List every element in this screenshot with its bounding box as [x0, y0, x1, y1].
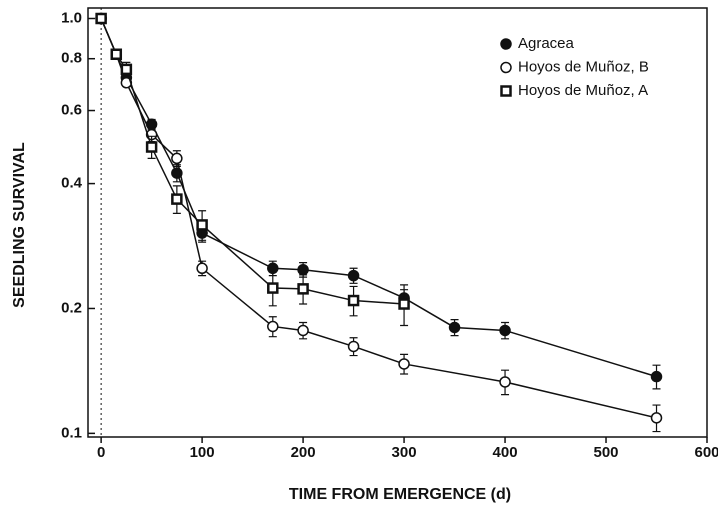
legend-label: Hoyos de Muñoz, A	[518, 82, 648, 99]
marker	[267, 320, 279, 333]
marker	[196, 262, 208, 275]
marker	[196, 219, 208, 231]
marker	[347, 340, 360, 353]
marker	[500, 85, 512, 97]
y-tick-label: 0.2	[61, 299, 82, 316]
marker	[499, 324, 511, 337]
marker	[347, 294, 360, 307]
legend-label: Agracea	[518, 35, 575, 52]
series-line	[100, 18, 657, 419]
marker	[171, 193, 183, 205]
marker	[297, 283, 309, 295]
x-tick-label: 600	[694, 444, 718, 461]
y-tick-label: 0.4	[61, 175, 83, 192]
marker	[297, 324, 309, 337]
x-tick-label: 0	[97, 444, 105, 461]
marker	[120, 63, 133, 76]
y-tick-label: 0.6	[61, 102, 82, 119]
marker	[347, 269, 360, 282]
marker	[499, 376, 511, 388]
marker	[171, 152, 183, 165]
y-axis-label: SEEDLING SURVIVAL	[11, 142, 28, 308]
marker	[267, 282, 279, 294]
x-tick-label: 100	[190, 444, 215, 461]
legend-label: Hoyos de Muñoz, B	[518, 58, 649, 75]
marker	[110, 48, 123, 61]
x-tick-label: 200	[291, 444, 316, 461]
x-tick-label: 500	[594, 444, 619, 461]
marker	[650, 370, 663, 383]
x-tick-label: 300	[392, 444, 417, 461]
y-tick-label: 1.0	[61, 9, 82, 26]
marker	[500, 38, 512, 50]
plot-frame	[87, 7, 708, 438]
series-line	[100, 18, 405, 305]
marker	[448, 321, 461, 334]
marker	[650, 412, 663, 424]
marker	[297, 263, 309, 276]
x-axis-label: TIME FROM EMERGENCE (d)	[289, 486, 511, 503]
y-tick-label: 0.1	[61, 424, 82, 441]
marker	[500, 61, 512, 74]
marker	[398, 298, 410, 310]
y-tick-label: 0.8	[61, 50, 82, 67]
marker	[398, 358, 410, 370]
marker	[95, 12, 107, 25]
marker	[145, 141, 158, 153]
x-tick-label: 400	[493, 444, 518, 461]
